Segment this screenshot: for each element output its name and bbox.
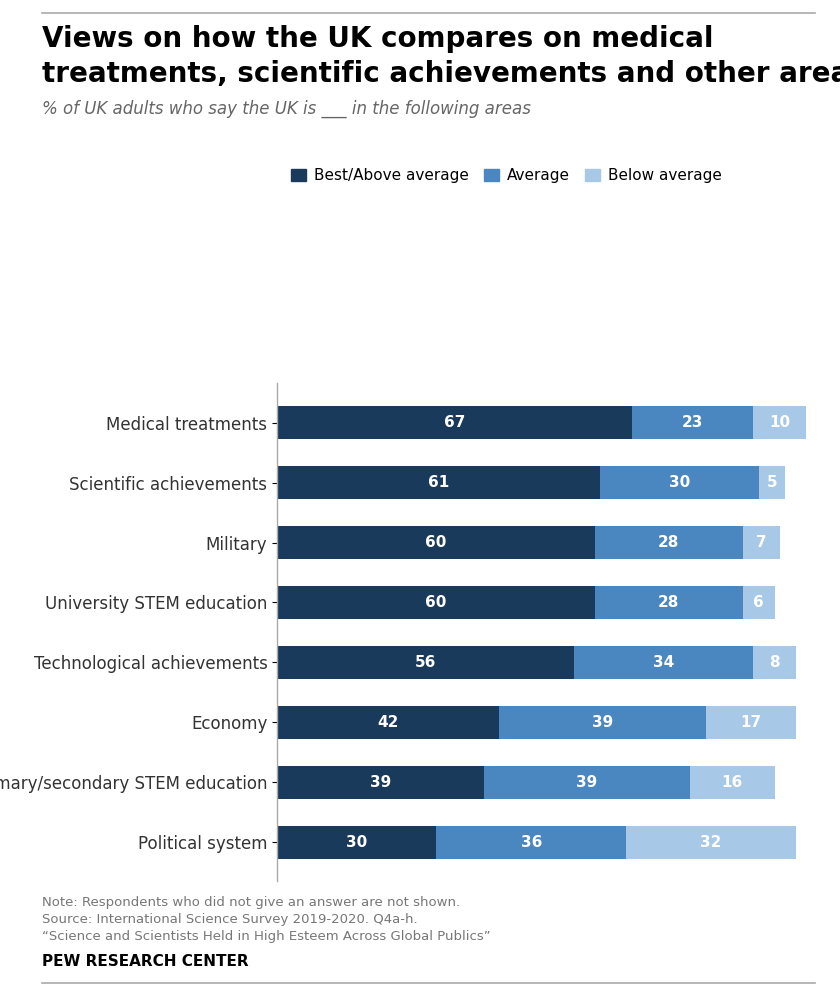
Bar	[632, 406, 753, 439]
Text: 28: 28	[658, 595, 680, 610]
Text: 61: 61	[428, 475, 449, 490]
Text: Source: International Science Survey 2019-2020. Q4a-h.: Source: International Science Survey 201…	[42, 913, 417, 926]
Text: 30: 30	[346, 835, 367, 850]
Bar	[277, 766, 484, 799]
Text: 60: 60	[425, 595, 447, 610]
Text: 23: 23	[682, 415, 703, 430]
Bar	[753, 646, 795, 679]
Bar	[743, 586, 774, 619]
Text: 39: 39	[592, 715, 613, 730]
Bar	[277, 826, 436, 859]
Text: 32: 32	[701, 835, 722, 850]
Text: 16: 16	[722, 775, 743, 790]
Text: 5: 5	[767, 475, 777, 490]
Bar	[627, 826, 795, 859]
Text: “Science and Scientists Held in High Esteem Across Global Publics”: “Science and Scientists Held in High Est…	[42, 930, 491, 943]
Bar	[484, 766, 690, 799]
Text: 56: 56	[415, 655, 436, 670]
Text: 17: 17	[740, 715, 761, 730]
Bar	[753, 406, 806, 439]
Bar	[595, 586, 743, 619]
Bar	[500, 706, 706, 739]
Text: 7: 7	[756, 535, 767, 550]
Text: 67: 67	[444, 415, 465, 430]
Legend: Best/Above average, Average, Below average: Best/Above average, Average, Below avera…	[285, 162, 728, 189]
Bar	[277, 706, 500, 739]
Text: 8: 8	[769, 655, 780, 670]
Bar	[706, 706, 795, 739]
Bar	[574, 646, 753, 679]
Text: 42: 42	[378, 715, 399, 730]
Text: 34: 34	[653, 655, 675, 670]
Text: % of UK adults who say the UK is ___ in the following areas: % of UK adults who say the UK is ___ in …	[42, 100, 531, 118]
Bar	[277, 646, 574, 679]
Text: 36: 36	[521, 835, 542, 850]
Bar	[600, 466, 759, 499]
Bar	[277, 466, 600, 499]
Text: 39: 39	[370, 775, 391, 790]
Bar	[759, 466, 785, 499]
Bar	[743, 526, 780, 559]
Bar	[277, 406, 632, 439]
Text: 6: 6	[753, 595, 764, 610]
Bar	[277, 586, 595, 619]
Text: treatments, scientific achievements and other areas: treatments, scientific achievements and …	[42, 60, 840, 88]
Text: 10: 10	[769, 415, 790, 430]
Text: Views on how the UK compares on medical: Views on how the UK compares on medical	[42, 25, 713, 53]
Text: Note: Respondents who did not give an answer are not shown.: Note: Respondents who did not give an an…	[42, 896, 460, 909]
Text: 30: 30	[669, 475, 690, 490]
Bar	[595, 526, 743, 559]
Text: 28: 28	[658, 535, 680, 550]
Bar	[690, 766, 774, 799]
Text: PEW RESEARCH CENTER: PEW RESEARCH CENTER	[42, 954, 249, 969]
Bar	[277, 526, 595, 559]
Text: 60: 60	[425, 535, 447, 550]
Text: 39: 39	[576, 775, 597, 790]
Bar	[436, 826, 627, 859]
